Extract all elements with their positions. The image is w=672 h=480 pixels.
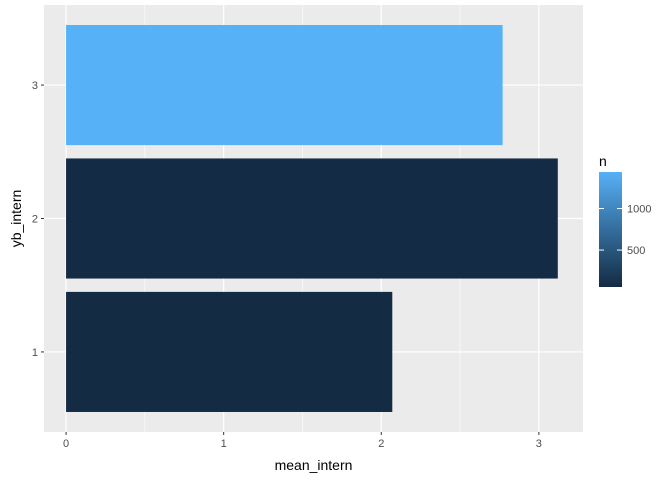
y-tick-label: 1 (32, 347, 38, 359)
legend: n 500 1000 (599, 153, 651, 287)
legend-title: n (599, 153, 607, 169)
y-tick-label: 3 (32, 80, 38, 92)
legend-ticks: 500 1000 (599, 204, 651, 257)
bar-1 (66, 291, 393, 412)
y-axis-title: yb_intern (8, 190, 24, 248)
bar-3 (66, 25, 503, 146)
legend-colorbar (599, 172, 622, 287)
x-tick-label: 1 (221, 438, 227, 450)
x-tick-label: 0 (63, 438, 69, 450)
bars (66, 25, 558, 412)
legend-label: 500 (627, 245, 645, 257)
x-tick-label: 2 (378, 438, 384, 450)
bar-2 (66, 158, 558, 279)
y-axis: 1 2 3 (32, 80, 44, 359)
x-tick-label: 3 (536, 438, 542, 450)
x-axis: 0 1 2 3 (63, 432, 542, 450)
y-tick-label: 2 (32, 214, 38, 226)
x-axis-title: mean_intern (275, 457, 353, 473)
legend-label: 1000 (627, 204, 651, 216)
